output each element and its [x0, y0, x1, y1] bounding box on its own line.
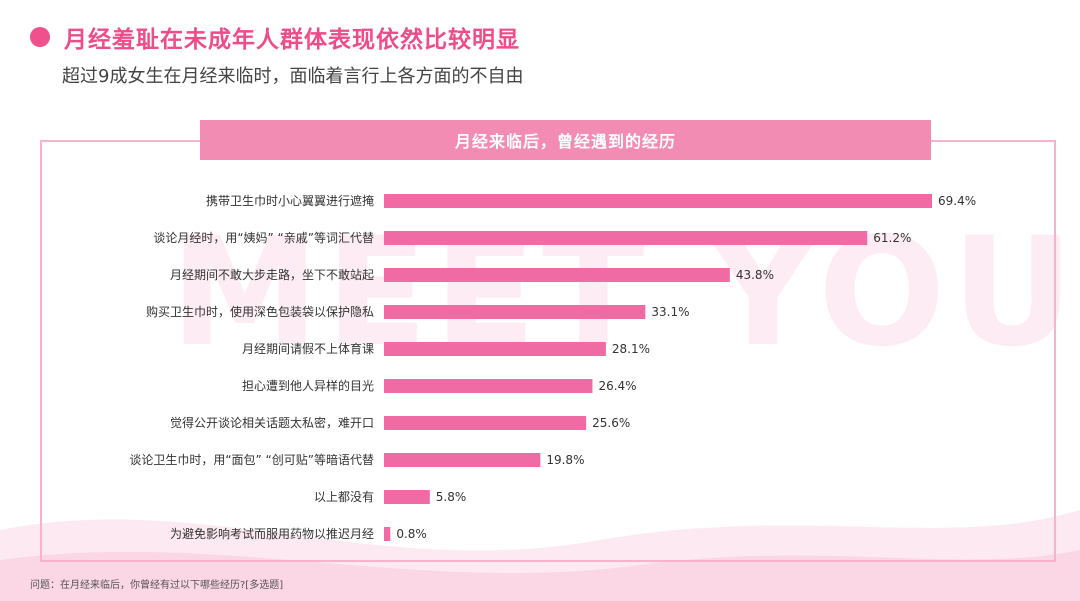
footnote: 问题：在月经来临后，你曾经有过以下哪些经历?[多选题]	[30, 580, 284, 591]
title-row: 月经羞耻在未成年人群体表现依然比较明显	[30, 22, 520, 53]
value-label: 33.1%	[651, 305, 689, 319]
category-label: 以上都没有	[314, 489, 374, 504]
value-label: 25.6%	[592, 416, 630, 430]
category-label: 购买卫生巾时，使用深色包装袋以保护隐私	[146, 304, 374, 319]
category-label: 携带卫生巾时小心翼翼进行遮掩	[206, 193, 374, 208]
bar	[384, 490, 430, 504]
value-label: 5.8%	[436, 490, 467, 504]
bar	[384, 268, 730, 282]
bar	[384, 231, 868, 245]
chart-header-band: 月经来临后，曾经遇到的经历	[200, 120, 931, 160]
category-label: 月经期间请假不上体育课	[242, 341, 374, 356]
category-label: 为避免影响考试而服用药物以推迟月经	[170, 526, 374, 541]
value-label: 69.4%	[938, 194, 976, 208]
value-label: 28.1%	[612, 342, 650, 356]
bar	[384, 305, 646, 319]
bar	[384, 527, 391, 541]
category-label: 担心遭到他人异样的目光	[242, 378, 374, 393]
chart-title: 月经来临后，曾经遇到的经历	[454, 132, 676, 151]
page-subtitle: 超过9成女生在月经来临时，面临着言行上各方面的不自由	[62, 66, 524, 87]
value-label: 43.8%	[736, 268, 774, 282]
value-label: 26.4%	[598, 379, 636, 393]
background-wave-decoration	[0, 510, 1080, 601]
category-label: 谈论月经时，用“姨妈” “亲戚”等词汇代替	[153, 231, 374, 245]
category-label: 谈论卫生巾时，用“面包” “创可贴”等暗语代替	[129, 452, 374, 467]
category-label: 觉得公开谈论相关话题太私密，难开口	[170, 415, 374, 430]
bar	[384, 194, 932, 208]
value-label: 0.8%	[396, 527, 427, 541]
bar	[384, 379, 593, 393]
category-label: 月经期间不敢大步走路，坐下不敢站起	[170, 267, 374, 282]
value-label: 19.8%	[546, 453, 584, 467]
value-label: 61.2%	[873, 231, 911, 245]
bar	[384, 342, 606, 356]
title-bullet-icon	[30, 27, 50, 47]
bar	[384, 453, 541, 467]
page-title: 月经羞耻在未成年人群体表现依然比较明显	[64, 27, 520, 53]
bar	[384, 416, 587, 430]
